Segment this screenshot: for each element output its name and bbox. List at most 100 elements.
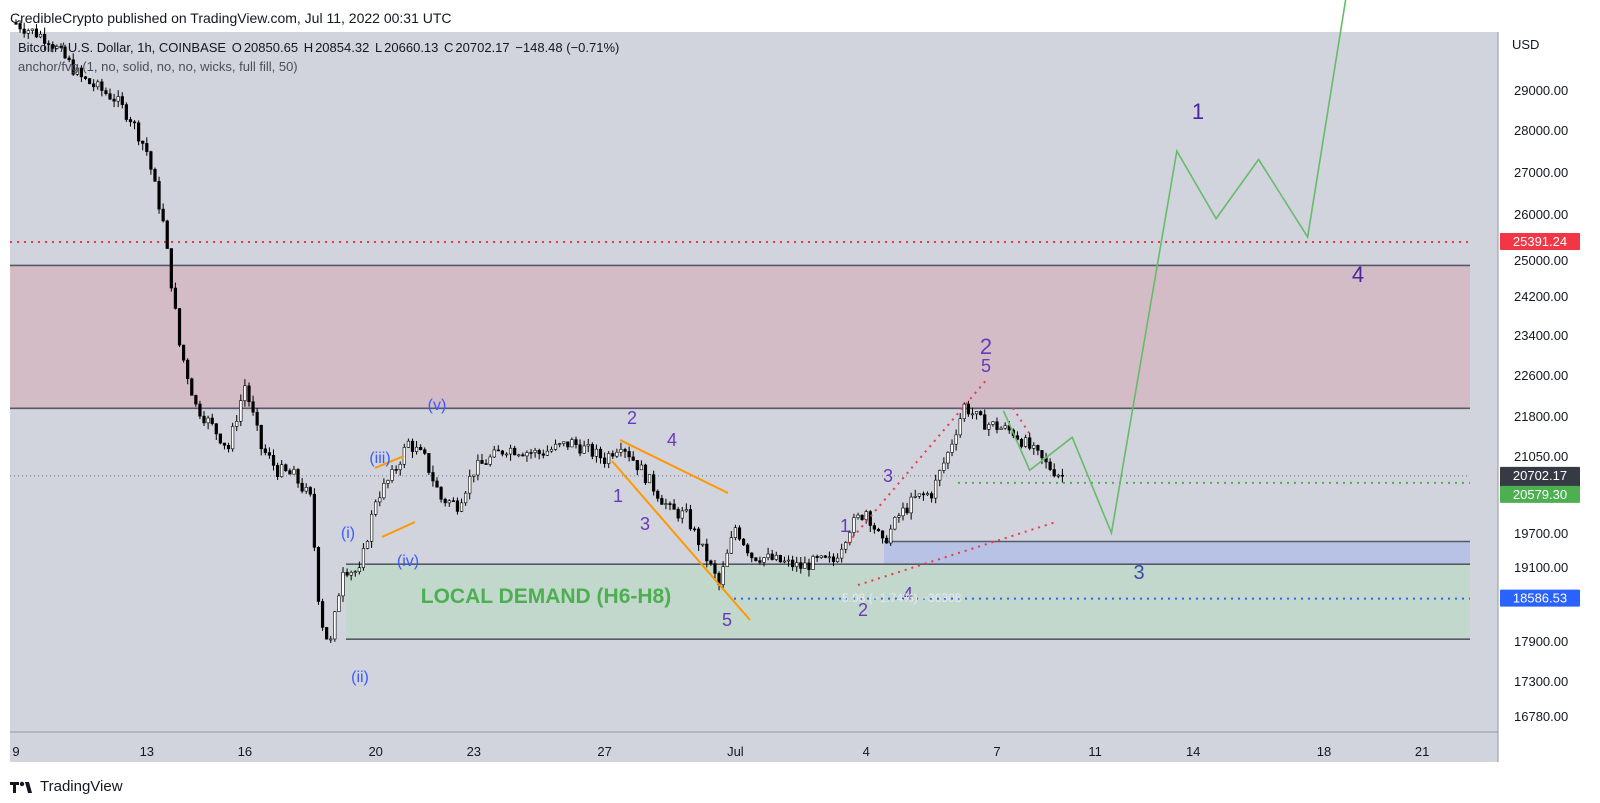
candle-body <box>885 537 889 544</box>
price-axis-unit: USD <box>1512 37 1539 52</box>
candle-body <box>451 500 455 502</box>
candle-body <box>725 552 729 567</box>
level-18586-tag[interactable] <box>1500 589 1580 607</box>
price-tick-4: 25000.00 <box>1514 253 1568 268</box>
candle-body <box>578 444 582 454</box>
candle-body <box>312 493 316 548</box>
time-tick-11: 18 <box>1317 744 1331 759</box>
candle-body <box>145 143 149 152</box>
blue-zone[interactable] <box>884 541 1470 565</box>
wave-label-III[interactable]: 1 <box>1192 99 1204 124</box>
candle-body <box>594 448 599 457</box>
candle-body <box>480 460 484 464</box>
candle-body <box>251 401 255 413</box>
candle-body <box>876 528 881 532</box>
wave-label-1a[interactable]: 1 <box>613 486 623 506</box>
candle-body <box>210 417 214 424</box>
level-20579-tag[interactable] <box>1500 485 1580 503</box>
red-channel-upper[interactable] <box>847 377 989 544</box>
wave-label-iv[interactable]: (iv) <box>397 553 419 570</box>
wave-label-5b[interactable]: 5 <box>981 356 991 376</box>
candle-body <box>218 433 222 444</box>
candle-body <box>468 476 472 494</box>
candle-body <box>602 457 607 464</box>
price-tick-7: 22600.00 <box>1514 368 1568 383</box>
legend-close-label: C <box>444 40 454 55</box>
candle-body <box>67 57 71 61</box>
candle-body <box>639 464 643 471</box>
candle-body <box>566 441 570 448</box>
candle-body <box>390 469 394 481</box>
candle-body <box>946 452 950 464</box>
candle-body <box>558 443 562 445</box>
price-tick-13: 17300.00 <box>1514 674 1568 689</box>
candle-body <box>357 567 361 573</box>
price-axis-background <box>1498 32 1600 762</box>
legend-symbol[interactable]: Bitcoin / U.S. Dollar, 1h, COINBASE <box>18 40 227 55</box>
candle-body <box>995 421 999 430</box>
legend-open: 20850.65 <box>243 40 299 55</box>
level-25391-tag[interactable] <box>1500 233 1580 251</box>
candle-body <box>631 456 635 461</box>
candle-body <box>47 43 51 45</box>
orange-wedge-lower[interactable] <box>611 460 751 621</box>
candle-body <box>410 440 415 452</box>
demand-zone[interactable] <box>346 564 1470 640</box>
price-tick-6: 23400.00 <box>1514 328 1568 343</box>
wave-label-4b[interactable]: 4 <box>903 584 913 604</box>
orange-wedge-top[interactable] <box>374 455 405 469</box>
candle-body <box>414 446 419 452</box>
wave-label-i[interactable]: (i) <box>341 525 355 542</box>
header-bar: CredibleCrypto published on TradingView.… <box>0 0 1600 32</box>
candle-body <box>231 426 235 450</box>
orange-wedge-upper[interactable] <box>619 439 729 494</box>
time-tick-8: 7 <box>993 744 1000 759</box>
red-channel-short[interactable] <box>1012 407 1030 434</box>
candle-body <box>149 151 153 170</box>
wave-label-v[interactable]: (v) <box>428 397 447 414</box>
candle-body <box>214 423 218 435</box>
candle-body <box>590 444 594 457</box>
wave-label-5a[interactable]: 5 <box>722 610 732 630</box>
candle-body <box>545 450 549 456</box>
indicator-legend[interactable]: anchor/fvg (1, no, solid, no, no, wicks,… <box>18 59 298 74</box>
candle-body <box>880 530 885 539</box>
candle-body <box>831 556 836 563</box>
supply-zone[interactable] <box>10 265 1470 409</box>
wave-label-4a[interactable]: 4 <box>667 430 677 450</box>
candle-body <box>1003 425 1007 429</box>
tradingview-logo[interactable]: TradingView <box>10 778 123 795</box>
candle-body <box>500 450 505 455</box>
wave-label-iii[interactable]: (iii) <box>369 450 390 467</box>
candle-body <box>333 611 337 640</box>
candle-body <box>300 482 304 492</box>
candle-body <box>1036 445 1040 451</box>
candle-body <box>815 556 819 558</box>
time-tick-0: 9 <box>12 744 19 759</box>
wave-label-1b[interactable]: 1 <box>840 516 850 536</box>
candle-body <box>320 601 325 628</box>
candle-body <box>860 514 864 520</box>
candle-body <box>893 516 897 530</box>
candle-body <box>104 90 108 94</box>
candle-body <box>222 442 227 446</box>
candle-body <box>652 474 656 492</box>
wave-label-ii[interactable]: (ii) <box>351 669 369 686</box>
wave-label-II[interactable]: 3 <box>1133 562 1144 584</box>
wave-label-3b[interactable]: 3 <box>883 466 893 486</box>
candle-body <box>243 385 247 401</box>
wave-label-3a[interactable]: 3 <box>640 514 650 534</box>
wave-label-2a[interactable]: 2 <box>627 408 637 428</box>
orange-wedge-bottom[interactable] <box>381 521 416 538</box>
projection-path[interactable] <box>1002 0 1347 536</box>
candle-body <box>741 538 746 546</box>
chart-legend[interactable]: Bitcoin / U.S. Dollar, 1h, COINBASE O 208… <box>18 40 621 55</box>
wave-label-IV[interactable]: 4 <box>1352 262 1364 287</box>
wave-label-2b[interactable]: 2 <box>858 600 868 620</box>
time-axis: 9 13 16 20 23 27 Jul 4 7 11 14 18 21 <box>12 744 1429 759</box>
wave-label-I[interactable]: 2 <box>980 334 992 359</box>
candle-body <box>169 248 173 289</box>
candle-body <box>840 548 844 559</box>
candle-body <box>419 446 423 451</box>
